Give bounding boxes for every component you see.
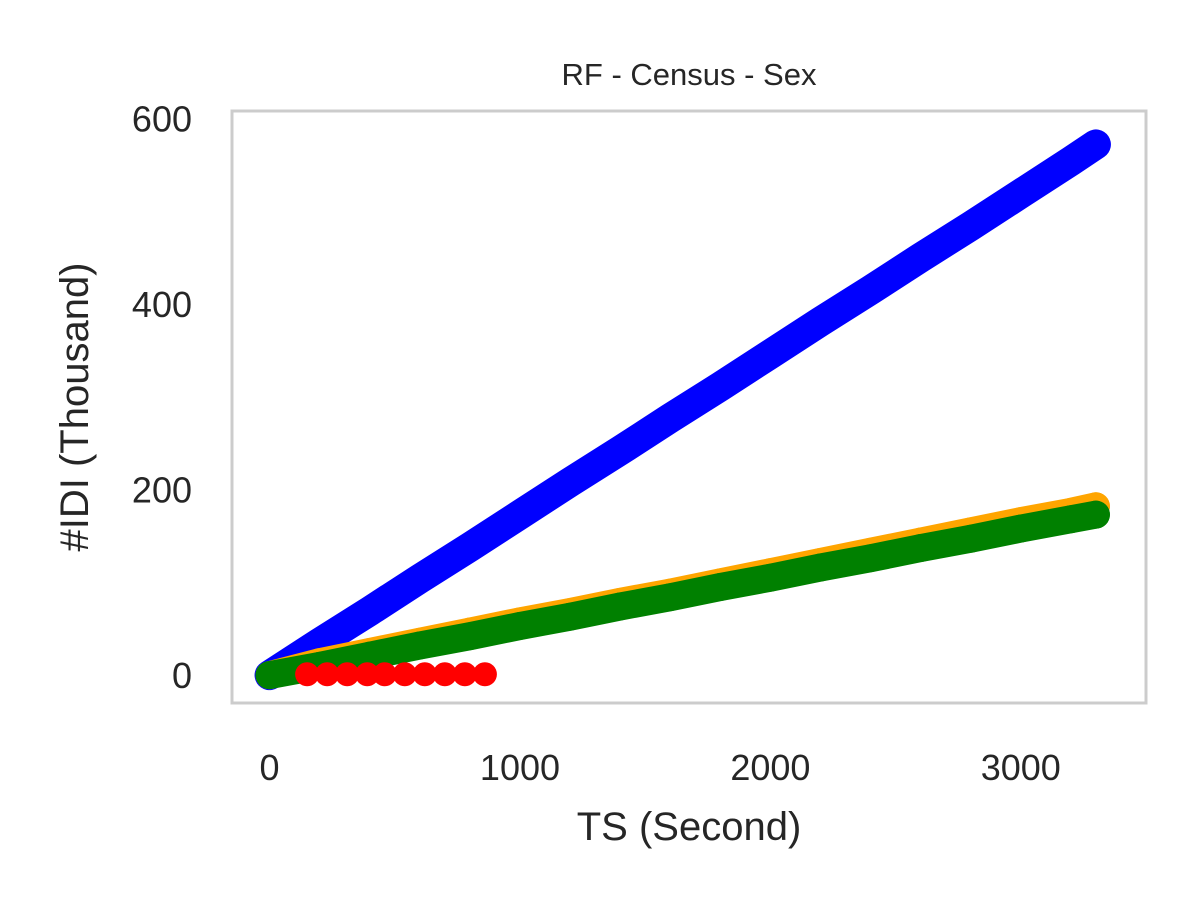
x-tick-label: 1000 xyxy=(480,747,560,788)
series-layer xyxy=(254,129,1111,691)
x-tick-label: 2000 xyxy=(730,747,810,788)
series-0-point xyxy=(956,212,985,241)
series-3-point xyxy=(452,662,477,687)
series-2 xyxy=(255,500,1110,690)
x-axis-label: TS (Second) xyxy=(577,805,802,849)
series-3-point xyxy=(355,662,380,687)
series-0-point xyxy=(706,372,735,401)
x-tick-label: 3000 xyxy=(981,747,1061,788)
series-0-point xyxy=(556,468,585,497)
y-tick-label: 400 xyxy=(132,284,192,325)
x-tick-label: 0 xyxy=(260,747,280,788)
series-2-point xyxy=(1056,505,1085,534)
series-0-point xyxy=(355,597,384,626)
series-2-point xyxy=(906,534,935,563)
series-0-point xyxy=(856,276,885,305)
series-3-point xyxy=(295,662,320,687)
series-2-point xyxy=(956,524,985,553)
series-2-point xyxy=(756,563,785,592)
series-3-point xyxy=(315,662,340,687)
series-3-point xyxy=(372,662,397,687)
series-0-point xyxy=(806,307,835,336)
series-2-point xyxy=(355,641,384,670)
series-0-point xyxy=(1006,179,1035,208)
series-3 xyxy=(295,662,497,687)
series-0-point xyxy=(1056,147,1085,176)
y-tick-label: 200 xyxy=(132,470,192,511)
series-0-point xyxy=(606,436,635,465)
series-0-point xyxy=(906,243,935,272)
series-0-point xyxy=(756,340,785,369)
chart-title: RF - Census - Sex xyxy=(562,57,817,92)
series-3-point xyxy=(432,662,457,687)
series-3-point xyxy=(392,662,417,687)
series-2-point xyxy=(455,622,484,651)
series-2-point xyxy=(706,573,735,602)
series-2-point xyxy=(1081,500,1110,529)
series-0-point xyxy=(505,500,534,529)
series-0-point xyxy=(455,533,484,562)
series-0-point xyxy=(656,404,685,433)
y-tick-label: 600 xyxy=(132,98,192,139)
series-3-point xyxy=(335,662,360,687)
series-0-point xyxy=(405,564,434,593)
series-2-point xyxy=(505,611,534,640)
series-2-point xyxy=(656,583,685,612)
x-tick-labels: 0 1000 2000 3000 xyxy=(260,747,1061,788)
series-2-point xyxy=(606,592,635,621)
y-tick-labels: 0 200 400 600 xyxy=(132,98,192,696)
series-2-point xyxy=(1006,514,1035,543)
y-axis-label: #IDI (Thousand) xyxy=(53,262,97,551)
series-0-point xyxy=(1081,130,1110,159)
series-2-point xyxy=(255,661,284,690)
series-2-point xyxy=(856,544,885,573)
plot-frame xyxy=(230,109,1148,705)
series-2-point xyxy=(556,602,585,631)
series-2-point xyxy=(806,553,835,582)
series-2-point xyxy=(405,631,434,660)
series-3-point xyxy=(412,662,437,687)
series-3-point xyxy=(472,662,497,687)
y-tick-label: 0 xyxy=(172,655,192,696)
